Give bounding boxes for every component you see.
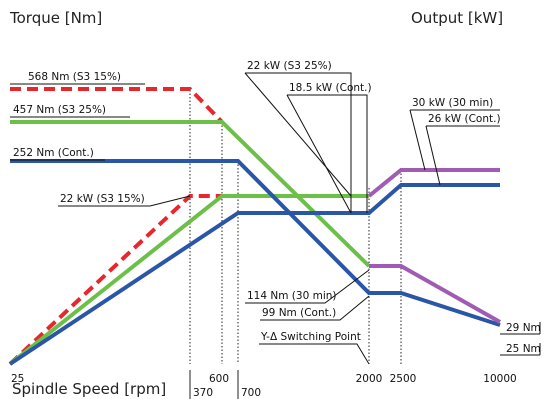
series-line-4 — [10, 159, 501, 327]
annotation-29-nm: 29 Nm — [506, 322, 541, 334]
series-line-6 — [369, 264, 501, 324]
series-line-3 — [8, 194, 369, 366]
annotation-30-kw-pointer — [409, 109, 426, 171]
annotation-18-5-kw-pointer — [286, 94, 352, 214]
x-tick-label-2500: 2500 — [390, 373, 417, 385]
annotation-568-nm: 568 Nm (S3 15%) — [28, 71, 121, 83]
series-line-0 — [10, 87, 224, 124]
x-tick-label-10000: 10000 — [483, 373, 516, 385]
annotation-22-kw-s3-25-leader — [245, 72, 352, 213]
annotation-30-kw: 30 kW (30 min) — [412, 97, 493, 109]
annotation-18-5-kw-leader — [287, 94, 368, 213]
annotation-114-nm: 114 Nm (30 min) — [247, 290, 337, 302]
series-line-5 — [8, 183, 500, 366]
annotation-457-nm: 457 Nm (S3 25%) — [13, 104, 106, 116]
series-line-7 — [367, 168, 500, 198]
annotation-25-nm: 25 Nm — [506, 343, 541, 355]
annotation-switching-point-leader — [259, 343, 370, 365]
annotation-22-kw-s3-15-leader — [58, 195, 191, 207]
annotation-22-kw-s3-15: 22 kW (S3 15%) — [60, 193, 145, 205]
annotation-99-nm-leader — [260, 295, 370, 321]
y-axis-right-title: Output [kW] — [411, 9, 504, 27]
annotation-18-5-kw: 18.5 kW (Cont.) — [289, 82, 372, 94]
annotation-22-kw-s3-25-pointer — [244, 72, 352, 197]
series-line-2 — [10, 120, 371, 268]
y-axis-left-title: Torque [Nm] — [10, 9, 103, 27]
x-axis-title: Spindle Speed [rpm] — [12, 380, 167, 398]
x-tick-label-370: 370 — [193, 387, 213, 399]
x-tick-label-700: 700 — [241, 387, 261, 399]
annotation-26-kw-pointer — [425, 125, 441, 186]
annotation-252-nm: 252 Nm (Cont.) — [13, 147, 94, 159]
annotation-99-nm: 99 Nm (Cont.) — [262, 307, 336, 319]
x-tick-label-25: 25 — [11, 373, 24, 385]
annotation-26-kw: 26 kW (Cont.) — [428, 113, 501, 125]
annotation-switching-point: Y-Δ Switching Point — [260, 331, 361, 343]
annotation-114-nm-leader — [245, 269, 370, 304]
annotation-22-kw-s3-25: 22 kW (S3 25%) — [247, 60, 332, 72]
x-tick-label-2000: 2000 — [356, 373, 383, 385]
x-tick-label-600: 600 — [209, 373, 229, 385]
